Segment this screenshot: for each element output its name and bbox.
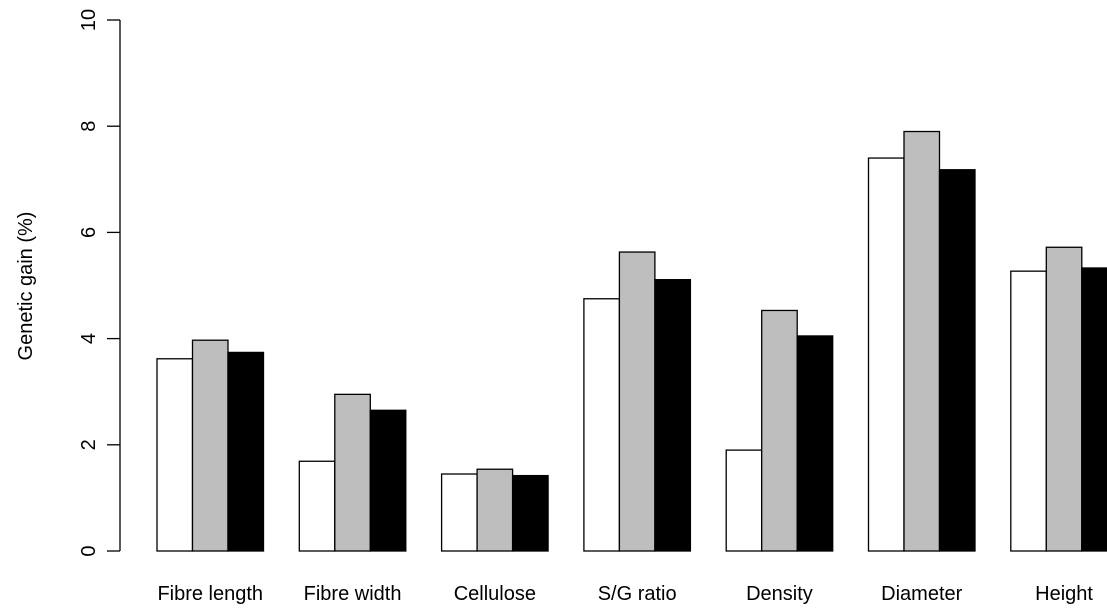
y-tick-label: 0: [78, 545, 100, 556]
bar: [476, 468, 514, 552]
bar: [334, 393, 371, 552]
bar: [298, 460, 336, 552]
y-tick-label: 10: [78, 9, 100, 31]
bar: [227, 351, 265, 552]
bar: [191, 339, 229, 552]
bar: [761, 309, 798, 552]
bar: [618, 251, 656, 552]
category-label: Cellulose: [454, 583, 536, 605]
bar: [1081, 267, 1107, 552]
category-label: Density: [746, 583, 813, 605]
category-label: Fibre length: [157, 583, 263, 605]
bar: [654, 279, 692, 552]
bar: [583, 298, 621, 552]
bar: [903, 130, 941, 552]
y-tick-label: 8: [78, 121, 100, 132]
category-label: S/G ratio: [598, 583, 677, 605]
bars: [156, 130, 1107, 552]
bar: [1045, 246, 1083, 552]
bar: [725, 449, 763, 552]
bar: [511, 474, 549, 552]
category-label: Height: [1035, 583, 1093, 605]
bar: [440, 473, 478, 552]
bar: [867, 157, 905, 552]
bar: [796, 335, 834, 552]
bar: [938, 169, 976, 552]
category-label: Fibre width: [304, 583, 402, 605]
bar: [1010, 270, 1047, 552]
bar: [156, 358, 194, 552]
y-axis-label: Genetic gain (%): [15, 212, 37, 361]
y-tick-label: 4: [78, 333, 100, 344]
category-labels: Fibre length Fibre width Cellulose S/G rati…: [157, 583, 1093, 605]
y-tick-label: 6: [78, 227, 100, 238]
y-axis: 0 2 4 6 8 10: [78, 9, 121, 557]
y-tick-label: 2: [78, 439, 100, 450]
bar: [369, 409, 407, 552]
category-label: Diameter: [881, 583, 962, 605]
